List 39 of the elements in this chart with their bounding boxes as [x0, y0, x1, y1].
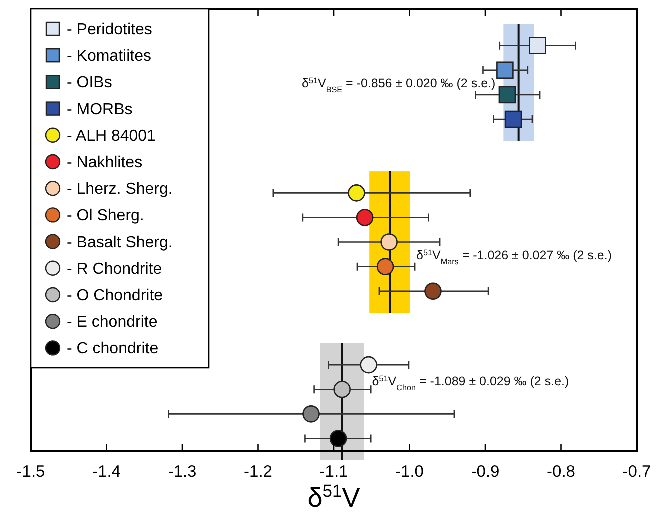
point [360, 356, 378, 374]
x-tick-label: -0.7 [622, 463, 652, 481]
point [529, 37, 546, 54]
point [376, 258, 394, 276]
legend-label: - O Chondrite [67, 288, 164, 304]
point [330, 430, 348, 448]
point [424, 282, 442, 300]
legend-label: - E chondrite [67, 314, 158, 332]
x-axis-title: δ$^{51}$V [308, 481, 360, 513]
x-tick-label: -1.1 [320, 463, 348, 481]
legend-label: - OIBs [67, 74, 112, 92]
legend-label: - C chondrite [67, 340, 159, 358]
x-tick-label: -0.9 [471, 463, 500, 481]
point [334, 380, 351, 398]
x-tick-label: -0.8 [547, 463, 576, 481]
x-tick-label: -1.5 [16, 463, 46, 481]
point [302, 406, 320, 423]
legend-label: - Ol Sherg. [67, 208, 144, 225]
legend-label: - ALH 84001 [67, 128, 156, 145]
legend-label: - Lherz. Sherg. [67, 181, 173, 198]
point [498, 86, 516, 104]
ref-line-label: δ$^{51}$V$_{Chon}$ = -1.089 ± 0.029 ‰ (2 s.e.) [372, 374, 570, 392]
x-tick-label: -1.2 [244, 463, 272, 481]
point [356, 209, 374, 226]
legend-label: - Nakhlites [67, 154, 143, 172]
x-tick-label: -1.3 [168, 463, 197, 481]
ref-line-label: δ$^{51}$V$_{Mars}$ = -1.026 ± 0.027 ‰ (2 s.e.) [416, 248, 612, 266]
ref-line-label: δ$^{51}$V$_{BSE}$ = -0.856 ± 0.020 ‰ (2 s.e.) [302, 76, 496, 94]
legend-label: - MORBs [67, 101, 133, 118]
x-tick-label: -1.0 [396, 463, 424, 481]
point [504, 110, 522, 128]
point [496, 62, 514, 80]
x-tick-label: -1.4 [92, 463, 121, 481]
legend-label: - R Chondrite [67, 260, 162, 278]
point [348, 184, 366, 202]
legend-label: - Basalt Sherg. [67, 234, 173, 252]
legend-label: - Peridotites [67, 22, 152, 38]
point [380, 234, 398, 251]
legend-label: - Komatiites [67, 48, 152, 66]
